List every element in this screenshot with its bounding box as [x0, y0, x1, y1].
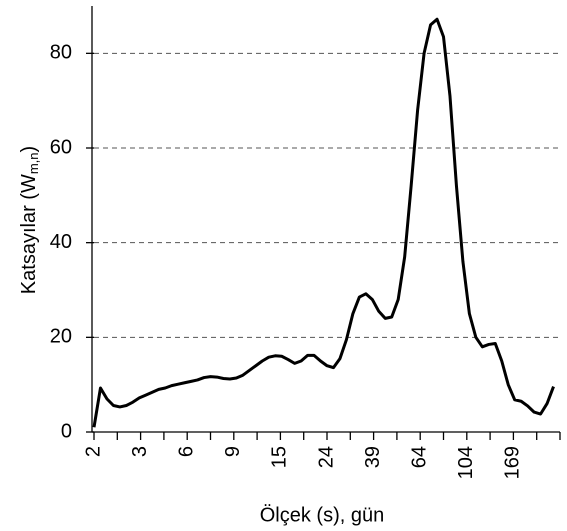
x-tick-label: 64: [408, 446, 430, 468]
x-tick-label: 169: [502, 446, 524, 479]
y-tick-label: 80: [50, 42, 72, 64]
y-tick-label: 60: [50, 136, 72, 158]
x-tick-label: 24: [315, 446, 337, 468]
line: [92, 17, 555, 428]
x-axis-label: Ölçek (s), gün: [260, 504, 384, 526]
y-tick-label: 0: [61, 420, 72, 442]
x-tick-label: 2: [82, 446, 104, 457]
y-axis-label: Katsayılar (Wm,n): [18, 146, 41, 294]
x-tick-label: 3: [129, 446, 151, 457]
y-tick-label: 40: [50, 231, 72, 253]
y-tick-label: 20: [50, 326, 72, 348]
x-tick-label: 6: [175, 446, 197, 457]
x-tick-label: 15: [269, 446, 291, 468]
x-tick-label: 39: [362, 446, 384, 468]
x-tick-label: 104: [455, 446, 477, 479]
x-tick-label: 9: [222, 446, 244, 457]
